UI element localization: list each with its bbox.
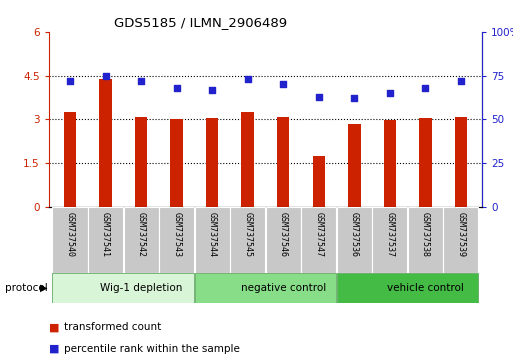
Text: protocol: protocol xyxy=(5,282,48,293)
Bar xyxy=(348,124,361,207)
Text: GSM737538: GSM737538 xyxy=(421,212,430,257)
Point xyxy=(244,76,252,82)
Text: vehicle control: vehicle control xyxy=(387,282,464,293)
Bar xyxy=(194,273,337,303)
Bar xyxy=(100,79,112,207)
Bar xyxy=(52,273,194,303)
Point xyxy=(208,87,216,92)
Bar xyxy=(124,207,159,273)
Bar xyxy=(372,207,407,273)
Bar xyxy=(277,117,289,207)
Bar xyxy=(170,119,183,207)
Bar xyxy=(242,112,254,207)
Point xyxy=(279,81,287,87)
Text: GSM737547: GSM737547 xyxy=(314,212,323,257)
Point xyxy=(386,90,394,96)
Text: GSM737545: GSM737545 xyxy=(243,212,252,257)
Bar xyxy=(455,116,467,207)
Text: GSM737544: GSM737544 xyxy=(208,212,216,257)
Bar xyxy=(206,118,219,207)
Bar xyxy=(52,207,88,273)
Point xyxy=(421,85,429,91)
Text: ■: ■ xyxy=(49,322,59,332)
Point xyxy=(350,96,359,101)
Text: GSM737546: GSM737546 xyxy=(279,212,288,257)
Bar xyxy=(135,116,147,207)
Bar xyxy=(337,273,479,303)
Point xyxy=(172,85,181,91)
Bar xyxy=(301,207,337,273)
Text: GSM737542: GSM737542 xyxy=(136,212,146,257)
Point xyxy=(102,73,110,79)
Bar xyxy=(419,118,431,207)
Text: transformed count: transformed count xyxy=(64,322,162,332)
Point xyxy=(314,94,323,99)
Text: GSM737540: GSM737540 xyxy=(66,212,74,257)
Bar xyxy=(159,207,194,273)
Point xyxy=(66,78,74,84)
Text: GDS5185 / ILMN_2906489: GDS5185 / ILMN_2906489 xyxy=(114,16,287,29)
Text: GSM737543: GSM737543 xyxy=(172,212,181,257)
Bar xyxy=(384,120,396,207)
Text: GSM737537: GSM737537 xyxy=(385,212,394,257)
Bar xyxy=(266,207,301,273)
Text: ▶: ▶ xyxy=(40,282,47,293)
Bar xyxy=(337,207,372,273)
Text: GSM737541: GSM737541 xyxy=(101,212,110,257)
Bar xyxy=(88,207,123,273)
Text: percentile rank within the sample: percentile rank within the sample xyxy=(64,344,240,354)
Text: Wig-1 depletion: Wig-1 depletion xyxy=(100,282,182,293)
Bar xyxy=(408,207,443,273)
Text: ■: ■ xyxy=(49,344,59,354)
Text: GSM737536: GSM737536 xyxy=(350,212,359,257)
Bar xyxy=(230,207,265,273)
Point xyxy=(137,78,145,84)
Text: GSM737539: GSM737539 xyxy=(457,212,465,257)
Bar xyxy=(443,207,479,273)
Point xyxy=(457,78,465,84)
Bar xyxy=(194,207,230,273)
Text: negative control: negative control xyxy=(241,282,326,293)
Bar xyxy=(64,112,76,207)
Bar xyxy=(312,156,325,207)
